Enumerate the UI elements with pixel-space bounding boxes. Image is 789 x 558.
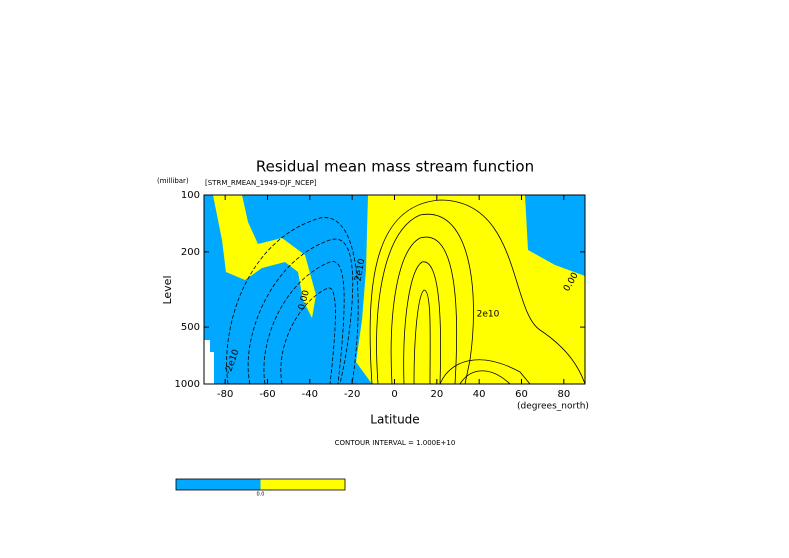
contour-interval: CONTOUR INTERVAL = 1.000E+10: [335, 439, 456, 447]
x-tick-label: 0: [391, 389, 397, 400]
positive-region: [213, 195, 316, 318]
y-tick-label: 500: [181, 322, 200, 333]
y-tick-label: 100: [181, 190, 200, 201]
x-tick-label: 60: [515, 389, 528, 400]
y-tick-label: 1000: [175, 379, 200, 390]
colorbar-swatch: [176, 479, 261, 490]
chart-title: Residual mean mass stream function: [256, 158, 534, 176]
colorbar-frame: [175, 478, 346, 491]
x-tick-label: -60: [259, 389, 275, 400]
contour-label: 2e10: [477, 310, 500, 320]
x-tick-label: -80: [217, 389, 233, 400]
x-units: (degrees_north): [517, 402, 589, 412]
contour-label: 2e10: [354, 258, 368, 282]
y-axis-label: Level: [161, 275, 174, 304]
x-tick-label: -40: [302, 389, 318, 400]
x-tick-label: -20: [344, 389, 360, 400]
positive-region: [356, 195, 585, 384]
chart-subtitle: [STRM_RMEAN_1949-DJF_NCEP]: [205, 179, 317, 187]
y-units: (millibar): [157, 177, 189, 185]
x-tick-label: 40: [473, 389, 486, 400]
colorbar-swatch: [260, 479, 345, 490]
x-axis-label: Latitude: [370, 413, 419, 427]
contour-field: [204, 195, 585, 384]
contour-lines: [226, 199, 585, 384]
x-tick-label: 20: [430, 389, 443, 400]
missing-region: [204, 340, 214, 384]
colorbar-label: 0.0: [257, 492, 265, 498]
colorbar: 0.0: [175, 478, 346, 498]
y-tick-label: 200: [181, 247, 200, 258]
x-tick-label: 80: [557, 389, 570, 400]
